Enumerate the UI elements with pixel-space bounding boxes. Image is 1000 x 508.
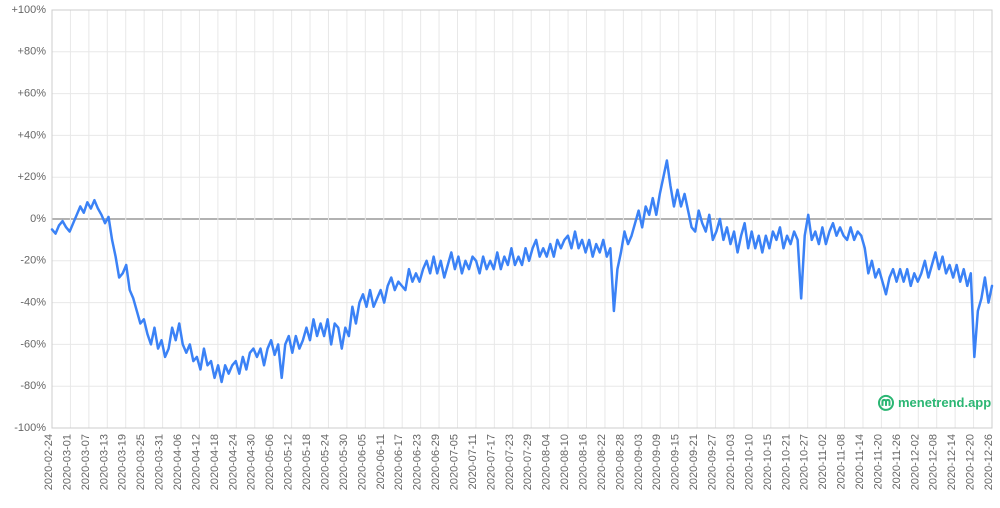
x-tick-label: 2020-06-29: [430, 434, 442, 490]
x-tick-label: 2020-08-16: [578, 434, 590, 490]
x-tick-label: 2020-09-09: [651, 434, 663, 490]
x-tick-label: 2020-03-25: [135, 434, 147, 490]
x-tick-label: 2020-12-08: [928, 434, 940, 490]
watermark-icon-letter: [883, 400, 890, 406]
x-tick-label: 2020-05-18: [301, 434, 313, 490]
x-tick-label: 2020-08-22: [596, 434, 608, 490]
x-tick-label: 2020-04-18: [209, 434, 221, 490]
x-tick-label: 2020-09-03: [633, 434, 645, 490]
x-tick-label: 2020-06-11: [375, 434, 387, 489]
y-axis-labels: +100% +80% +60% +40% +20% 0% -20% -40% -60% -80% -…: [11, 4, 46, 434]
x-tick-label: 2020-06-05: [356, 434, 368, 490]
x-tick-label: 2020-12-14: [946, 434, 958, 490]
x-tick-label: 2020-10-15: [762, 434, 774, 490]
x-tick-label: 2020-10-27: [799, 434, 811, 490]
x-tick-label: 2020-06-17: [393, 434, 405, 490]
x-tick-label: 2020-03-01: [61, 434, 73, 490]
y-tick-label: -80%: [20, 380, 46, 392]
y-tick-label: -40%: [20, 297, 46, 309]
y-tick-label: -60%: [20, 338, 46, 350]
y-tick-label: -100%: [14, 422, 46, 434]
x-tick-label: 2020-09-15: [670, 434, 682, 490]
x-tick-label: 2020-12-26: [983, 434, 995, 490]
x-tick-label: 2020-05-24: [319, 434, 331, 490]
x-tick-label: 2020-11-14: [854, 434, 866, 489]
x-tick-label: 2020-05-06: [264, 434, 276, 490]
x-tick-label: 2020-03-31: [154, 434, 166, 490]
y-tick-label: +80%: [18, 46, 47, 58]
x-tick-label: 2020-03-19: [117, 434, 129, 490]
x-tick-label: 2020-03-07: [80, 434, 92, 490]
x-tick-label: 2020-08-28: [614, 434, 626, 490]
x-tick-label: 2020-04-24: [227, 434, 239, 490]
line-chart: +100% +80% +60% +40% +20% 0% -20% -40% -60% -80% -…: [0, 0, 1000, 508]
x-tick-label: 2020-11-20: [872, 434, 884, 489]
x-tick-label: 2020-04-12: [190, 434, 202, 490]
y-tick-label: +60%: [18, 88, 47, 100]
grid: [52, 10, 992, 428]
x-tick-label: 2020-12-20: [965, 434, 977, 490]
data-line: [52, 160, 992, 382]
x-tick-label: 2020-11-26: [891, 434, 903, 489]
x-tick-label: 2020-08-04: [541, 434, 553, 490]
y-tick-label: +100%: [11, 4, 46, 16]
x-tick-label: 2020-10-10: [743, 434, 755, 490]
x-tick-label: 2020-03-13: [98, 434, 110, 490]
x-tick-label: 2020-10-03: [725, 434, 737, 490]
watermark-text: menetrend.app: [898, 395, 991, 410]
x-tick-label: 2020-08-10: [559, 434, 571, 490]
x-tick-label: 2020-04-30: [246, 434, 258, 490]
y-tick-label: -20%: [20, 255, 46, 267]
x-tick-label: 2020-05-30: [338, 434, 350, 490]
x-tick-label: 2020-07-29: [522, 434, 534, 490]
x-tick-label: 2020-07-23: [504, 434, 516, 490]
x-tick-label: 2020-12-02: [909, 434, 921, 490]
y-tick-label: 0%: [30, 213, 46, 225]
watermark: menetrend.app: [879, 395, 991, 410]
x-tick-label: 2020-02-24: [43, 434, 55, 490]
x-tick-label: 2020-04-06: [172, 434, 184, 490]
x-tick-label: 2020-09-27: [707, 434, 719, 490]
x-tick-label: 2020-10-21: [780, 434, 792, 490]
x-tick-label: 2020-09-21: [688, 434, 700, 490]
x-tick-label: 2020-07-11: [467, 434, 479, 489]
chart-container: +100% +80% +60% +40% +20% 0% -20% -40% -60% -80% -…: [0, 0, 1000, 508]
x-tick-label: 2020-05-12: [283, 434, 295, 490]
y-tick-label: +20%: [18, 171, 47, 183]
x-tick-label: 2020-07-17: [485, 434, 497, 490]
y-tick-label: +40%: [18, 129, 47, 141]
x-axis-labels: 2020-02-24 2020-03-01 2020-03-07 2020-03-13…: [43, 434, 995, 490]
x-tick-label: 2020-06-23: [412, 434, 424, 490]
x-tick-label: 2020-11-02: [817, 434, 829, 489]
x-tick-label: 2020-11-08: [836, 434, 848, 489]
x-tick-label: 2020-07-05: [448, 434, 460, 490]
